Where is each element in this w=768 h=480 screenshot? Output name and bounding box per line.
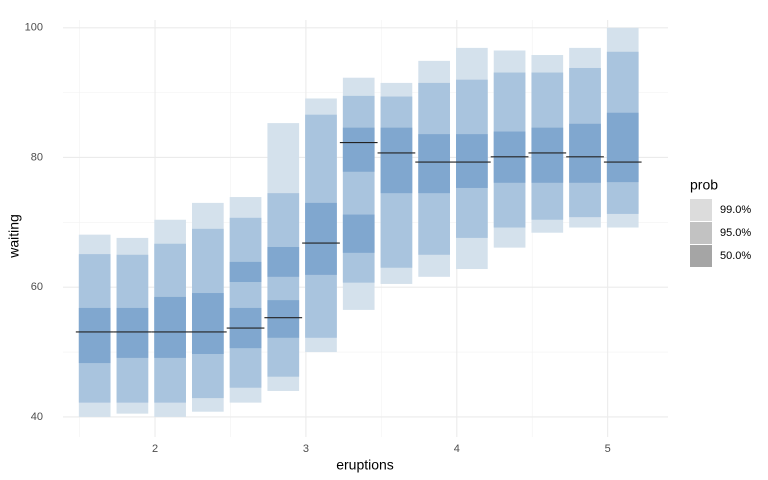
interval-bar xyxy=(418,134,450,194)
x-axis-label: eruptions xyxy=(336,457,394,473)
legend-swatch xyxy=(690,222,712,244)
interval-bar xyxy=(229,217,262,388)
y-tick-label: 40 xyxy=(31,411,43,423)
x-tick-label: 5 xyxy=(605,443,611,455)
legend-label: 50.0% xyxy=(720,250,751,262)
interval-bar xyxy=(305,202,337,275)
interval-bar xyxy=(531,127,564,183)
interval-bar xyxy=(267,246,300,277)
legend-swatch xyxy=(690,245,712,267)
interval-bar xyxy=(78,307,111,364)
x-tick-label: 2 xyxy=(152,443,158,455)
interval-bar xyxy=(191,293,224,354)
legend-label: 95.0% xyxy=(720,227,751,239)
interval-bar xyxy=(267,300,300,338)
y-tick-label: 80 xyxy=(31,151,43,163)
x-tick-label: 3 xyxy=(303,443,309,455)
y-tick-label: 60 xyxy=(31,281,43,293)
interval-bar xyxy=(342,214,375,253)
interval-bar xyxy=(342,95,375,283)
interval-bar xyxy=(456,134,488,188)
interval-bar xyxy=(154,296,186,358)
legend-label: 99.0% xyxy=(720,204,751,216)
interval-bar xyxy=(569,123,601,183)
y-axis-label: waiting xyxy=(6,214,22,259)
interval-bar xyxy=(380,127,413,194)
legend-swatch xyxy=(690,199,712,221)
x-tick-label: 4 xyxy=(454,443,460,455)
legend-title: prob xyxy=(690,177,718,193)
interval-bar xyxy=(116,307,149,358)
y-tick-label: 100 xyxy=(25,22,43,34)
interval-bar xyxy=(606,112,639,183)
interval-bar xyxy=(342,127,375,172)
interval-bar xyxy=(267,193,300,377)
interval-bar xyxy=(229,261,262,283)
